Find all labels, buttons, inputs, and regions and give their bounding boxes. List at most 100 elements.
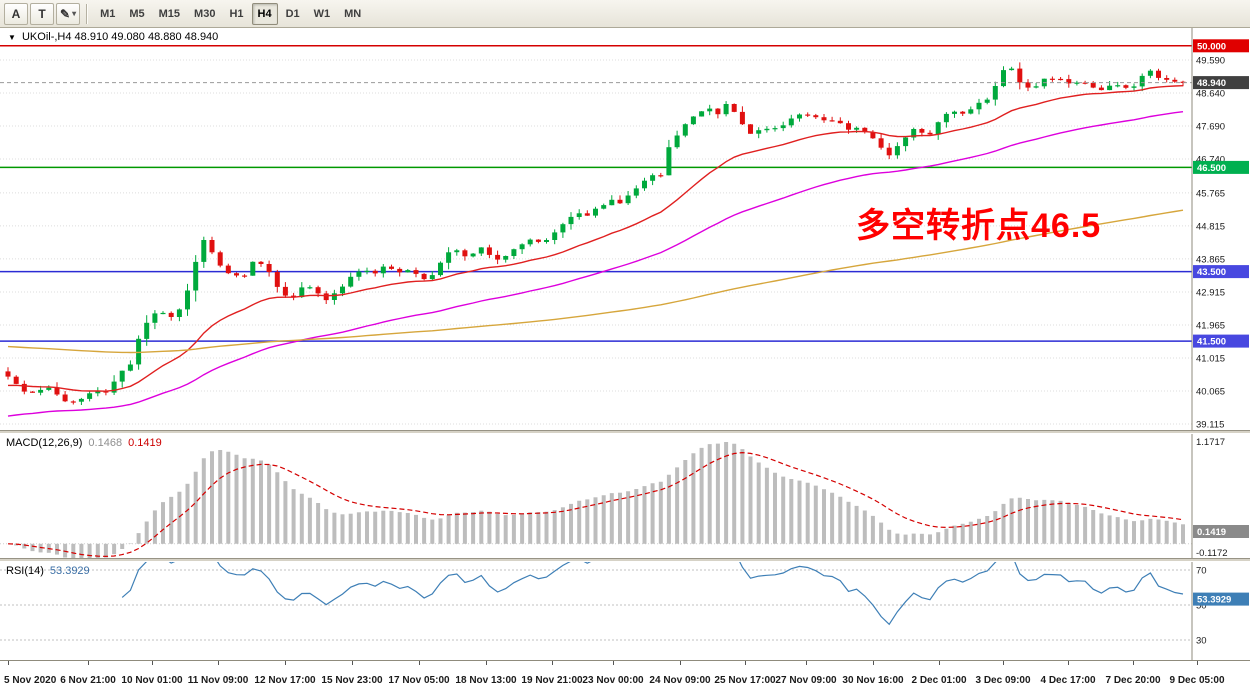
timeframe-d1-button[interactable]: D1 bbox=[285, 7, 300, 20]
ma-fast-line bbox=[7, 85, 1184, 392]
time-tick bbox=[1068, 661, 1069, 665]
macd-value-badge: 0.1419 bbox=[1193, 525, 1249, 538]
ma-slow-line bbox=[7, 209, 1184, 354]
down-candle-bodies bbox=[5, 68, 1186, 403]
time-label: 19 Nov 21:00 bbox=[521, 675, 583, 686]
time-label: 2 Dec 01:00 bbox=[911, 675, 967, 686]
time-label: 18 Nov 13:00 bbox=[455, 675, 517, 686]
svg-text:45.765: 45.765 bbox=[1196, 188, 1225, 199]
macd-panel-canvas[interactable]: 1.1717 -0.1172 0.1419 bbox=[0, 434, 1250, 558]
svg-text:1.1717: 1.1717 bbox=[1196, 437, 1225, 448]
time-axis[interactable]: 5 Nov 2020 6 Nov 21:00 10 Nov 01:00 11 Nov … bbox=[0, 660, 1250, 696]
time-label: 15 Nov 23:00 bbox=[321, 675, 383, 686]
tool-button-group: A T ✎ ▾ bbox=[4, 2, 81, 25]
ma-mid-line bbox=[7, 111, 1184, 417]
rsi-line bbox=[121, 562, 1184, 626]
price-level-badge: 41.500 bbox=[1193, 334, 1249, 348]
chart-marker-icon: ▼ bbox=[8, 33, 16, 42]
time-label: 9 Dec 05:00 bbox=[1169, 675, 1225, 686]
timeframe-button-group: M1 M5 M15 M30 H1 H4 D1 W1 MN bbox=[94, 2, 367, 25]
chart-annotation-text: 多空转折点46.5 bbox=[856, 207, 1102, 245]
svg-text:48.640: 48.640 bbox=[1196, 89, 1225, 100]
macd-main-value: 0.1468 bbox=[88, 437, 123, 449]
svg-text:53.3929: 53.3929 bbox=[1197, 595, 1231, 606]
timeframe-h4-button[interactable]: H4 bbox=[251, 2, 278, 25]
svg-text:43.865: 43.865 bbox=[1196, 254, 1225, 265]
time-label: 27 Nov 09:00 bbox=[775, 675, 837, 686]
svg-text:70: 70 bbox=[1196, 566, 1207, 577]
time-label: 17 Nov 05:00 bbox=[388, 675, 450, 686]
timeframe-mn-button[interactable]: MN bbox=[344, 7, 362, 20]
symbol-ohlc-readout: ▼ UKOil-,H4 48.910 49.080 48.880 48.940 bbox=[8, 31, 218, 43]
svg-text:49.590: 49.590 bbox=[1196, 56, 1225, 67]
rsi-panel-canvas[interactable]: 70 50 30 53.3929 bbox=[0, 562, 1250, 660]
draw-color-tool-button[interactable]: ✎ ▾ bbox=[56, 2, 81, 25]
time-label: 24 Nov 09:00 bbox=[649, 675, 711, 686]
panel-splitter[interactable] bbox=[0, 430, 1250, 434]
svg-text:0.1419: 0.1419 bbox=[1197, 527, 1226, 538]
time-tick bbox=[613, 661, 614, 665]
time-tick bbox=[352, 661, 353, 665]
price-chart-canvas[interactable]: 49.590 48.640 47.690 46.740 45.765 44.815 43.8… bbox=[0, 28, 1250, 430]
svg-text:42.915: 42.915 bbox=[1196, 288, 1225, 299]
time-tick bbox=[8, 661, 9, 665]
time-tick bbox=[152, 661, 153, 665]
svg-text:41.500: 41.500 bbox=[1197, 337, 1226, 348]
time-label: 11 Nov 09:00 bbox=[187, 675, 249, 686]
time-label: 6 Nov 21:00 bbox=[60, 675, 116, 686]
svg-text:46.500: 46.500 bbox=[1197, 163, 1226, 174]
time-label: 25 Nov 17:00 bbox=[714, 675, 776, 686]
price-level-badge: 46.500 bbox=[1193, 160, 1249, 174]
svg-text:50: 50 bbox=[1196, 601, 1207, 612]
macd-histogram bbox=[14, 442, 1185, 558]
rsi-value: 53.3929 bbox=[49, 565, 90, 577]
svg-text:30: 30 bbox=[1196, 636, 1207, 647]
svg-text:44.815: 44.815 bbox=[1196, 221, 1225, 232]
time-tick bbox=[873, 661, 874, 665]
svg-text:39.115: 39.115 bbox=[1196, 420, 1224, 431]
time-label: 7 Dec 20:00 bbox=[1105, 675, 1161, 686]
time-tick bbox=[680, 661, 681, 665]
time-label: 4 Dec 17:00 bbox=[1040, 675, 1096, 686]
time-tick bbox=[486, 661, 487, 665]
pointer-tool-button[interactable]: A bbox=[4, 2, 28, 25]
timeframe-m15-button[interactable]: M15 bbox=[158, 7, 181, 20]
time-label: 23 Nov 00:00 bbox=[582, 675, 644, 686]
up-candle-bodies bbox=[38, 68, 1153, 402]
timeframe-m5-button[interactable]: M5 bbox=[129, 7, 145, 20]
time-tick bbox=[419, 661, 420, 665]
current-price-badge: 48.940 bbox=[1193, 76, 1249, 90]
rsi-value-badge: 53.3929 bbox=[1193, 592, 1249, 606]
time-label: 5 Nov 2020 bbox=[4, 675, 57, 686]
time-tick bbox=[1197, 661, 1198, 665]
time-tick bbox=[806, 661, 807, 665]
svg-text:50.000: 50.000 bbox=[1197, 41, 1226, 52]
time-tick bbox=[1003, 661, 1004, 665]
timeframe-m30-button[interactable]: M30 bbox=[194, 7, 216, 20]
svg-text:43.500: 43.500 bbox=[1197, 267, 1226, 278]
chevron-down-icon: ▾ bbox=[72, 9, 77, 18]
svg-text:-0.1172: -0.1172 bbox=[1196, 548, 1228, 558]
time-tick bbox=[1133, 661, 1134, 665]
timeframe-w1-button[interactable]: W1 bbox=[313, 7, 331, 20]
toolbar: A T ✎ ▾ M1 M5 M15 M30 H1 H4 D1 W1 MN bbox=[0, 0, 1250, 28]
timeframe-m1-button[interactable]: M1 bbox=[100, 7, 116, 20]
macd-indicator-label: MACD(12,26,9) 0.1468 0.1419 bbox=[6, 437, 162, 449]
time-label: 10 Nov 01:00 bbox=[121, 675, 183, 686]
time-label: 30 Nov 16:00 bbox=[842, 675, 904, 686]
symbol-ohlc-text: UKOil-,H4 48.910 49.080 48.880 48.940 bbox=[21, 31, 219, 43]
time-tick bbox=[939, 661, 940, 665]
toolbar-separator bbox=[86, 3, 89, 24]
macd-signal-value: 0.1419 bbox=[128, 437, 162, 449]
time-tick bbox=[552, 661, 553, 665]
panel-splitter[interactable] bbox=[0, 558, 1250, 562]
time-tick bbox=[88, 661, 89, 665]
time-label: 12 Nov 17:00 bbox=[254, 675, 316, 686]
timeframe-h1-button[interactable]: H1 bbox=[229, 7, 244, 20]
time-tick bbox=[218, 661, 219, 665]
price-level-badge: 43.500 bbox=[1193, 265, 1249, 279]
svg-text:46.740: 46.740 bbox=[1196, 155, 1225, 166]
svg-text:48.940: 48.940 bbox=[1197, 78, 1226, 89]
text-tool-button[interactable]: T bbox=[30, 2, 54, 25]
